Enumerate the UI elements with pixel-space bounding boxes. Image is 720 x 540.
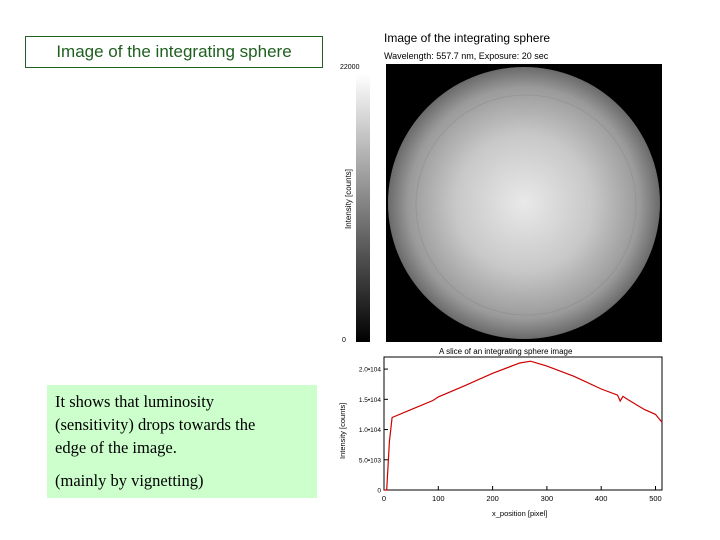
sphere-ring (415, 94, 637, 316)
x-axis-label: x_position [pixel] (492, 509, 547, 518)
image-title: Image of the integrating sphere (384, 31, 550, 45)
sphere-figure: Image of the integrating sphere Waveleng… (338, 31, 663, 518)
sphere-disc (388, 67, 660, 339)
y-tick-label: 1.5•104 (359, 397, 382, 404)
x-tick-label: 500 (649, 494, 662, 503)
slice-line (384, 360, 663, 491)
note-line: (sensitivity) drops towards the (55, 415, 256, 434)
note-box: It shows that luminosity (sensitivity) d… (47, 385, 317, 498)
slice-title: A slice of an integrating sphere image (439, 347, 573, 356)
y-axis-label: Intensity [counts] (338, 403, 347, 459)
y-tick-label: 1.0•104 (359, 427, 382, 434)
y-tick-label: 5.0•103 (359, 457, 382, 464)
note-secondary: (mainly by vignetting) (55, 471, 204, 490)
y-tick-label: 2.0•104 (359, 367, 382, 374)
colorbar-top-label: 22000 (340, 64, 360, 71)
slide-title: Image of the integrating sphere (25, 36, 323, 68)
image-subtitle: Wavelength: 557.7 nm, Exposure: 20 sec (384, 51, 549, 61)
x-tick-label: 300 (541, 494, 554, 503)
x-tick-label: 400 (595, 494, 608, 503)
colorbar-axis-label: Intensity [counts] (344, 169, 353, 229)
colorbar (356, 74, 370, 342)
note-line: It shows that luminosity (55, 392, 215, 411)
x-tick-label: 100 (432, 494, 445, 503)
note-line: edge of the image. (55, 438, 177, 457)
x-tick-label: 200 (486, 494, 499, 503)
colorbar-bottom-label: 0 (342, 337, 346, 344)
y-tick-label: 0 (377, 488, 381, 495)
plot-frame (383, 356, 663, 491)
plot-axes: 0 100 200 300 400 500 0 5.0•103 1.0•104 1.5•104 2.… (359, 367, 662, 503)
x-tick-label: 0 (382, 494, 386, 503)
